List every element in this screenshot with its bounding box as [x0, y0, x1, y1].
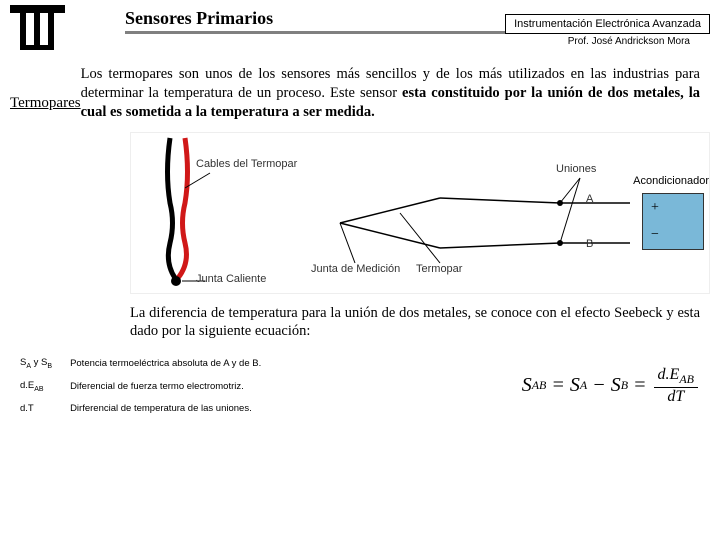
seebeck-equation: SAB = SA − SB = d.EAB dT: [522, 366, 710, 406]
eq-t2-sub: B: [621, 378, 628, 393]
def-row: d.EAB Diferencial de fuerza termo electr…: [12, 376, 269, 397]
def-symbol: d.EAB: [12, 376, 60, 397]
def-row: d.T Dirferencial de temperatura de las u…: [12, 399, 269, 418]
eq-num-sub: AB: [679, 372, 694, 386]
def-text: Potencia termoeléctrica absoluta de A y …: [62, 353, 269, 374]
eq-t1-sub: A: [580, 378, 587, 393]
conditioner-box: + −: [642, 193, 704, 250]
label-junta-caliente: Junta Caliente: [196, 273, 266, 285]
plus-symbol: +: [651, 200, 659, 216]
subtitle-box: Instrumentación Electrónica Avanzada: [505, 14, 710, 34]
eq-fraction: d.EAB dT: [654, 366, 698, 406]
label-acondicionador: Acondicionador: [633, 175, 709, 187]
label-junta-medicion: Junta de Medición: [311, 263, 400, 275]
bottom-row: SA y SB Potencia termoeléctrica absoluta…: [0, 346, 720, 425]
logo-icon: [10, 5, 65, 50]
author-label: Prof. José Andrickson Mora: [125, 36, 710, 47]
eq-den: dT: [663, 388, 688, 406]
eq-num: d.E: [658, 366, 680, 383]
seebeck-paragraph: La diferencia de temperatura para la uni…: [0, 299, 720, 347]
page-title: Sensores Primarios: [125, 8, 505, 31]
label-cables: Cables del Termopar: [196, 158, 297, 170]
label-a: A: [586, 193, 593, 205]
thermocouple-diagram: Cables del Termopar Junta Caliente Junta…: [130, 132, 710, 294]
label-uniones: Uniones: [556, 163, 596, 175]
intro-row: Termopares Los termopares son unos de lo…: [0, 55, 720, 127]
header: Sensores Primarios Instrumentación Elect…: [0, 0, 720, 55]
eq-t2: S: [611, 374, 621, 397]
def-row: SA y SB Potencia termoeléctrica absoluta…: [12, 353, 269, 374]
intro-paragraph: Los termopares son unos de los sensores …: [81, 65, 700, 122]
label-b: B: [586, 238, 593, 250]
eq-lhs: S: [522, 374, 532, 397]
def-symbol: d.T: [12, 399, 60, 418]
minus-symbol: −: [651, 227, 659, 243]
def-text: Dirferencial de temperatura de las union…: [62, 399, 269, 418]
eq-t1: S: [570, 374, 580, 397]
section-heading: Termopares: [10, 65, 81, 122]
def-symbol: SA y SB: [12, 353, 60, 374]
def-text: Diferencial de fuerza termo electromotri…: [62, 376, 269, 397]
label-termopar: Termopar: [416, 263, 462, 275]
eq-lhs-sub: AB: [532, 378, 547, 393]
definitions-table: SA y SB Potencia termoeléctrica absoluta…: [10, 351, 522, 420]
